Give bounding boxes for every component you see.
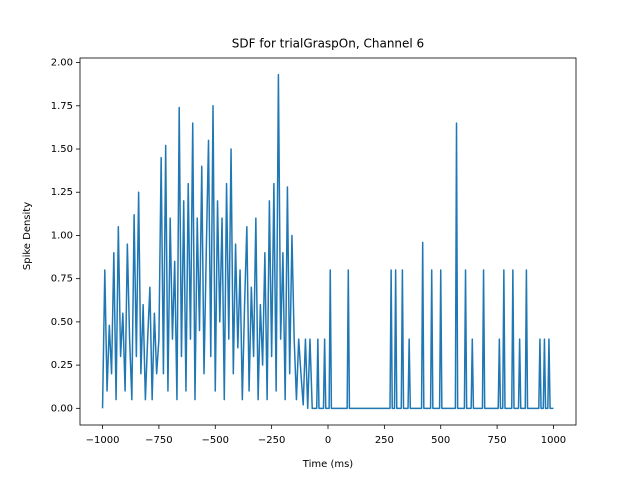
y-tick-label: 0.75	[51, 274, 73, 285]
x-axis-label: Time (ms)	[302, 459, 354, 470]
chart-title: SDF for trialGraspOn, Channel 6	[232, 37, 424, 51]
y-tick-label: 2.00	[51, 58, 73, 69]
y-tick-label: 0.25	[51, 360, 73, 371]
x-tick-label: −250	[258, 435, 285, 446]
y-axis-label: Spike Density	[22, 202, 33, 270]
y-tick-label: 1.75	[51, 101, 73, 112]
y-tick-label: 1.00	[51, 230, 73, 241]
x-tick-label: 1000	[541, 435, 566, 446]
data-line	[101, 73, 554, 410]
y-tick-label: 1.25	[51, 187, 73, 198]
plot-frame	[79, 57, 577, 426]
x-tick-label: 750	[488, 435, 507, 446]
y-tick-label: 0.00	[51, 403, 73, 414]
x-tick-label: 500	[431, 435, 450, 446]
x-tick-label: 250	[375, 435, 394, 446]
x-tick-label: −750	[145, 435, 172, 446]
x-tick-label: −1000	[86, 435, 120, 446]
y-tick-label: 0.50	[51, 317, 73, 328]
y-tick-label: 1.50	[51, 144, 73, 155]
x-tick-label: 0	[325, 435, 331, 446]
x-tick-label: −500	[202, 435, 229, 446]
